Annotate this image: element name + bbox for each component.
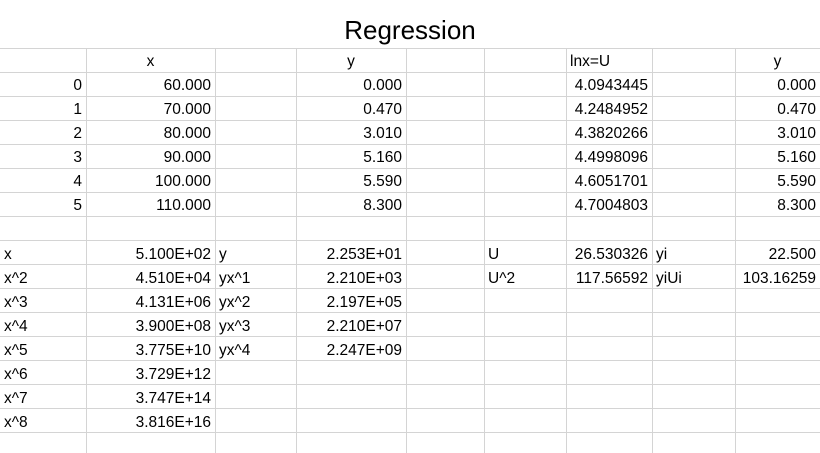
column-gridline	[566, 48, 567, 453]
y-value-cell[interactable]: 3.010	[363, 125, 402, 142]
row-gridline	[0, 312, 820, 313]
sum-y-value[interactable]: 2.210E+03	[326, 270, 402, 287]
sum-x-value[interactable]: 4.510E+04	[135, 270, 211, 287]
row-gridline	[0, 168, 820, 169]
lnx-value-cell[interactable]: 4.3820266	[574, 125, 648, 142]
sum-y-label[interactable]: yx^2	[219, 294, 251, 311]
row-gridline	[0, 432, 820, 433]
y-right-value-cell[interactable]: 5.160	[777, 149, 816, 166]
row-gridline	[0, 384, 820, 385]
row-index-cell[interactable]: 1	[73, 101, 82, 118]
x-value-cell[interactable]: 100.000	[154, 173, 211, 190]
y-value-cell[interactable]: 8.300	[363, 197, 402, 214]
sum-x-label[interactable]: x^5	[4, 342, 28, 359]
sum-x-label[interactable]: x^6	[4, 366, 28, 383]
sum-x-label[interactable]: x	[4, 246, 12, 263]
header-y[interactable]: y	[347, 53, 355, 70]
y-right-value-cell[interactable]: 5.590	[777, 173, 816, 190]
y-right-value-cell[interactable]: 8.300	[777, 197, 816, 214]
sum-y-label[interactable]: yx^1	[219, 270, 251, 287]
row-gridline	[0, 144, 820, 145]
sum-y-value[interactable]: 2.197E+05	[326, 294, 402, 311]
row-gridline	[0, 360, 820, 361]
sum-x-label[interactable]: x^2	[4, 270, 28, 287]
header-y-right[interactable]: y	[773, 53, 782, 70]
row-gridline	[0, 72, 820, 73]
sum-x-value[interactable]: 4.131E+06	[135, 294, 211, 311]
sum-yi-value[interactable]: 22.500	[768, 246, 816, 263]
sum-y-value[interactable]: 2.247E+09	[326, 342, 402, 359]
sum-y-value[interactable]: 2.210E+07	[326, 318, 402, 335]
row-index-cell[interactable]: 2	[73, 125, 82, 142]
row-gridline	[0, 264, 820, 265]
row-gridline	[0, 288, 820, 289]
sum-y-value[interactable]: 2.253E+01	[326, 246, 402, 263]
column-gridline	[86, 48, 87, 453]
header-x[interactable]: x	[146, 53, 155, 70]
column-gridline	[406, 48, 407, 453]
column-gridline	[735, 48, 736, 453]
x-value-cell[interactable]: 70.000	[163, 101, 211, 118]
lnx-value-cell[interactable]: 4.4998096	[574, 149, 648, 166]
row-gridline	[0, 408, 820, 409]
sum-x-value[interactable]: 3.775E+10	[135, 342, 211, 359]
row-gridline	[0, 192, 820, 193]
lnx-value-cell[interactable]: 4.7004803	[574, 197, 648, 214]
row-index-cell[interactable]: 4	[73, 173, 82, 190]
row-gridline	[0, 96, 820, 97]
column-gridline	[296, 48, 297, 453]
x-value-cell[interactable]: 110.000	[156, 197, 211, 214]
row-gridline	[0, 336, 820, 337]
y-right-value-cell[interactable]: 0.000	[777, 77, 816, 94]
x-value-cell[interactable]: 80.000	[163, 125, 211, 142]
sum-x-value[interactable]: 3.900E+08	[135, 318, 211, 335]
sum-u-value[interactable]: 117.56592	[575, 270, 648, 287]
sum-x-value[interactable]: 3.747E+14	[135, 390, 211, 407]
sum-y-label[interactable]: y	[219, 246, 227, 263]
sum-x-value[interactable]: 3.729E+12	[135, 366, 211, 383]
row-index-cell[interactable]: 0	[73, 77, 82, 94]
sum-x-value[interactable]: 3.816E+16	[135, 414, 211, 431]
sum-y-label[interactable]: yx^4	[219, 342, 251, 359]
row-gridline	[0, 120, 820, 121]
sum-u-label[interactable]: U^2	[488, 270, 516, 287]
column-gridline	[484, 48, 485, 453]
sum-yi-value[interactable]: 103.16259	[742, 270, 816, 287]
sum-yi-label[interactable]: yi	[656, 246, 668, 263]
row-index-cell[interactable]: 5	[73, 197, 82, 214]
sum-u-value[interactable]: 26.530326	[574, 246, 648, 263]
sum-y-label[interactable]: yx^3	[219, 318, 251, 335]
sum-yi-label[interactable]: yiUi	[656, 270, 682, 287]
sum-u-label[interactable]: U	[488, 246, 500, 263]
sheet-title[interactable]: Regression	[344, 15, 476, 45]
y-value-cell[interactable]: 5.160	[363, 149, 402, 166]
sum-x-label[interactable]: x^4	[4, 318, 28, 335]
y-value-cell[interactable]: 0.470	[363, 101, 402, 118]
y-value-cell[interactable]: 0.000	[363, 77, 402, 94]
sum-x-value[interactable]: 5.100E+02	[135, 246, 211, 263]
y-right-value-cell[interactable]: 0.470	[777, 101, 816, 118]
row-gridline	[0, 48, 820, 49]
column-gridline	[652, 48, 653, 453]
header-lnx-u[interactable]: lnx=U	[570, 53, 611, 70]
lnx-value-cell[interactable]: 4.2484952	[574, 101, 648, 118]
column-gridline	[215, 48, 216, 453]
sum-x-label[interactable]: x^8	[4, 414, 28, 431]
row-index-cell[interactable]: 3	[73, 149, 82, 166]
row-gridline	[0, 240, 820, 241]
lnx-value-cell[interactable]: 4.0943445	[574, 77, 648, 94]
x-value-cell[interactable]: 60.000	[163, 77, 211, 94]
sum-x-label[interactable]: x^3	[4, 294, 28, 311]
lnx-value-cell[interactable]: 4.6051701	[574, 173, 648, 190]
y-right-value-cell[interactable]: 3.010	[777, 125, 816, 142]
y-value-cell[interactable]: 5.590	[363, 173, 402, 190]
x-value-cell[interactable]: 90.000	[163, 149, 211, 166]
sum-x-label[interactable]: x^7	[4, 390, 28, 407]
row-gridline	[0, 216, 820, 217]
